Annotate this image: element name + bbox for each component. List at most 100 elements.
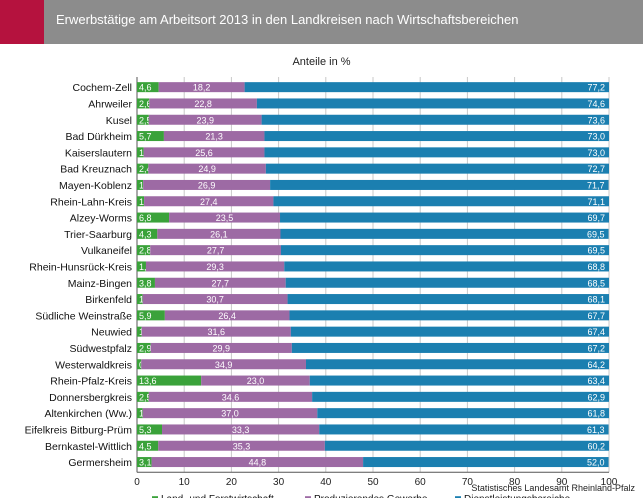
- category-label: Bernkastel-Wittlich: [45, 441, 132, 453]
- data-label-serv: 61,3: [587, 425, 605, 435]
- bar-prod: [201, 375, 310, 386]
- data-label-agri: 4,6: [139, 83, 152, 93]
- category-label: Donnersbergkreis: [49, 392, 132, 404]
- data-label-prod: 31,6: [208, 327, 226, 337]
- bar-serv: [309, 375, 609, 386]
- data-label-prod: 18,2: [193, 83, 211, 93]
- legend-label-prod: Produzierendes Gewerbe: [314, 494, 428, 498]
- data-label-serv: 77,2: [587, 83, 605, 93]
- bar-prod: [169, 212, 281, 223]
- data-label-prod: 26,1: [210, 229, 228, 239]
- category-label: Cochem-Zell: [72, 82, 132, 94]
- bar-serv: [289, 310, 609, 321]
- data-label-serv: 73,0: [587, 132, 605, 142]
- bar-serv: [270, 179, 609, 190]
- bar-prod: [143, 179, 271, 190]
- data-label-serv: 73,6: [587, 115, 605, 125]
- bar-agri: [137, 326, 142, 337]
- bar-agri: [137, 228, 158, 239]
- data-label-prod: 29,9: [212, 343, 230, 353]
- data-label-prod: 27,7: [207, 246, 225, 256]
- bar-agri: [137, 147, 144, 158]
- bar-agri: [137, 196, 145, 207]
- category-label: Westerwaldkreis: [55, 359, 132, 371]
- bar-agri: [137, 261, 146, 272]
- data-label-prod: 26,9: [198, 180, 216, 190]
- bar-prod: [148, 391, 313, 402]
- bar-agri: [137, 212, 170, 223]
- data-label-agri: 3,1: [139, 458, 152, 468]
- bar-serv: [305, 359, 609, 370]
- category-label: Südwestpfalz: [70, 343, 132, 355]
- data-label-serv: 69,7: [587, 213, 605, 223]
- bar-prod: [145, 261, 285, 272]
- bar-prod: [148, 163, 266, 174]
- data-label-serv: 73,0: [587, 148, 605, 158]
- bar-serv: [261, 114, 609, 125]
- bar-agri: [137, 424, 163, 435]
- bar-prod: [158, 82, 245, 93]
- x-tick-label: 20: [226, 477, 238, 488]
- bar-serv: [244, 82, 609, 93]
- x-tick-label: 50: [367, 477, 379, 488]
- data-label-agri: 2,8: [139, 246, 152, 256]
- data-label-serv: 52,0: [587, 458, 605, 468]
- data-label-serv: 67,4: [587, 327, 605, 337]
- data-label-serv: 63,4: [587, 376, 605, 386]
- category-label: Mainz-Bingen: [68, 278, 132, 290]
- data-label-prod: 37,0: [221, 409, 239, 419]
- legend-swatch-prod: [305, 496, 311, 498]
- bar-prod: [141, 326, 291, 337]
- data-label-prod: 34,9: [215, 360, 233, 370]
- category-label: Bad Dürkheim: [65, 131, 132, 143]
- data-label-serv: 71,1: [587, 197, 605, 207]
- data-label-serv: 61,8: [587, 409, 605, 419]
- x-tick-label: 90: [556, 477, 568, 488]
- category-label: Rhein-Pfalz-Kreis: [50, 376, 132, 388]
- bar-prod: [150, 245, 281, 256]
- category-label: Vulkaneifel: [81, 245, 132, 257]
- data-label-prod: 34,6: [222, 392, 240, 402]
- data-label-prod: 25,6: [195, 148, 213, 158]
- data-label-agri: 13,6: [139, 376, 157, 386]
- bar-agri: [137, 131, 164, 142]
- bar-serv: [265, 163, 609, 174]
- data-label-serv: 68,5: [587, 278, 605, 288]
- bar-serv: [280, 245, 609, 256]
- legend-swatch-serv: [455, 496, 461, 498]
- data-label-prod: 33,3: [232, 425, 250, 435]
- data-label-agri: 5,3: [139, 425, 152, 435]
- bar-serv: [256, 98, 609, 109]
- bar-agri: [137, 82, 159, 93]
- bar-prod: [163, 131, 265, 142]
- data-label-agri: 2,6: [139, 99, 152, 109]
- data-label-agri: 2,9: [139, 343, 152, 353]
- data-label-serv: 71,7: [587, 180, 605, 190]
- category-label: Kaiserslautern: [65, 147, 132, 159]
- bar-prod: [142, 408, 318, 419]
- data-label-prod: 35,3: [233, 441, 251, 451]
- data-label-agri: 5,9: [139, 311, 152, 321]
- bar-prod: [162, 424, 320, 435]
- bar-serv: [284, 261, 609, 272]
- category-label: Rhein-Lahn-Kreis: [50, 196, 132, 208]
- data-label-agri: 3,8: [139, 278, 152, 288]
- bar-serv: [317, 408, 609, 419]
- bar-agri: [137, 114, 149, 125]
- data-label-prod: 44,8: [249, 458, 267, 468]
- data-label-serv: 69,5: [587, 229, 605, 239]
- x-tick-label: 60: [415, 477, 427, 488]
- bar-prod: [148, 114, 262, 125]
- data-label-serv: 74,6: [587, 99, 605, 109]
- data-label-prod: 23,0: [247, 376, 265, 386]
- legend-label-serv: Dienstleistungsbereiche: [464, 494, 571, 498]
- x-tick-label: 30: [273, 477, 285, 488]
- bar-agri: [137, 375, 202, 386]
- bar-serv: [264, 131, 609, 142]
- chart-subtitle: Anteile in %: [292, 56, 351, 68]
- data-label-agri: 2,5: [139, 392, 152, 402]
- bar-prod: [154, 277, 286, 288]
- legend-swatch-agri: [152, 496, 158, 498]
- bar-prod: [142, 294, 288, 305]
